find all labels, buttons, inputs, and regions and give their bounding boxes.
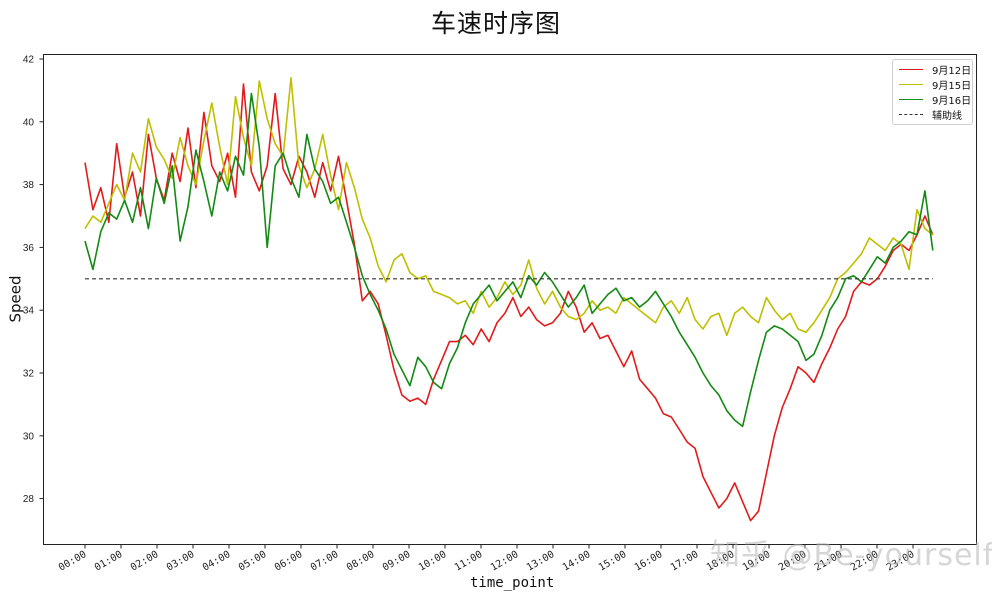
x-tick-label: 14:00	[561, 549, 593, 574]
y-tick-label: 28	[23, 494, 35, 505]
legend-label: 辅助线	[932, 111, 962, 122]
axes-frame	[43, 54, 977, 545]
legend-swatch-yellow	[899, 84, 923, 85]
watermark: 知乎 @Be-yourself	[710, 538, 992, 573]
x-tick-label: 09:00	[381, 549, 413, 574]
legend-item-sep15: 9月15日	[899, 77, 971, 92]
series-line	[84, 92, 934, 428]
y-axis-label: Speed	[6, 275, 25, 323]
y-tick-label: 32	[23, 369, 35, 380]
legend: 9月12日 9月15日 9月16日 辅助线	[892, 59, 973, 125]
y-tick-label: 36	[23, 243, 35, 254]
x-axis-label: time_point	[470, 575, 555, 591]
legend-label: 9月16日	[932, 96, 972, 107]
legend-item-sep16: 9月16日	[899, 92, 971, 107]
y-tick-label: 42	[23, 55, 35, 66]
x-tick-label: 01:00	[93, 549, 125, 574]
x-tick-label: 06:00	[273, 549, 305, 574]
chart-title: 车速时序图	[430, 9, 561, 38]
legend-swatch-red	[899, 69, 923, 70]
x-tick-label: 13:00	[525, 549, 557, 574]
x-tick-label: 17:00	[669, 549, 701, 574]
y-tick-label: 40	[23, 117, 35, 128]
legend-label: 9月12日	[932, 66, 972, 77]
legend-item-sep12: 9月12日	[899, 62, 971, 77]
x-tick-label: 08:00	[345, 549, 377, 574]
legend-item-reference: 辅助线	[899, 107, 962, 122]
series-line	[84, 83, 934, 522]
y-tick-label: 30	[23, 431, 35, 442]
legend-swatch-dashed	[899, 114, 923, 115]
x-tick-label: 05:00	[237, 549, 269, 574]
y-tick-label: 38	[23, 180, 35, 191]
x-tick-label: 11:00	[453, 549, 485, 574]
series-lines	[84, 77, 934, 522]
x-tick-label: 02:00	[129, 549, 161, 574]
x-tick-label: 00:00	[57, 549, 89, 574]
x-tick-label: 03:00	[165, 549, 197, 574]
x-tick-label: 04:00	[201, 549, 233, 574]
x-tick-label: 07:00	[309, 549, 341, 574]
x-tick-label: 12:00	[489, 549, 521, 574]
x-tick-label: 16:00	[633, 549, 665, 574]
series-line	[84, 77, 934, 337]
y-tick-label: 34	[23, 306, 35, 317]
legend-swatch-green	[899, 99, 923, 100]
x-tick-label: 10:00	[417, 549, 449, 574]
y-axis: 28 30 32 34 36 38 40 42	[23, 55, 44, 505]
legend-label: 9月15日	[932, 81, 972, 92]
x-tick-label: 15:00	[597, 549, 629, 574]
